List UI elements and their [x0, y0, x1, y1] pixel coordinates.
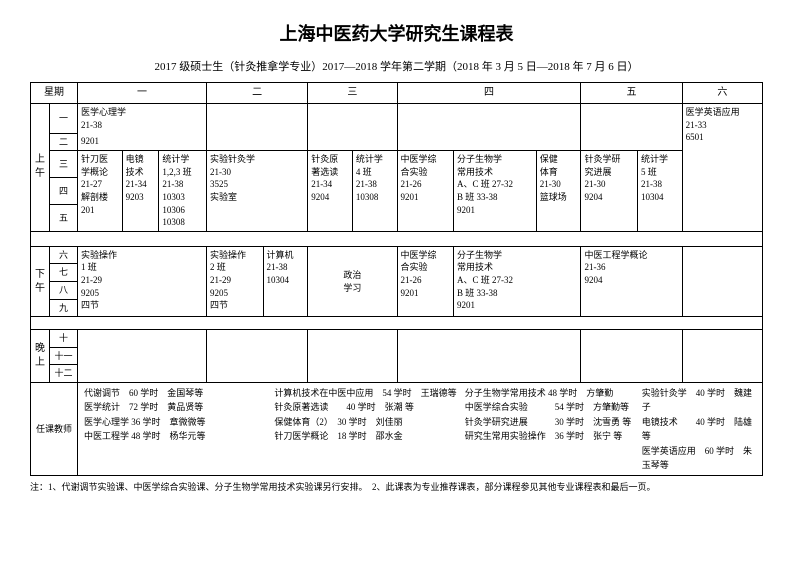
am-tue-a: 实验针灸学 21-30 3525 实验室 [207, 151, 308, 232]
pm-sat-blank [682, 246, 762, 316]
slot-7: 七 [49, 264, 77, 282]
eve-wed [308, 330, 397, 383]
eve-sat [682, 330, 762, 383]
header-weekday: 星期 [31, 83, 78, 104]
am-thu-b: 分子生物学 常用技术 A、C 班 27-32 B 班 33-38 9201 [454, 151, 537, 232]
teachers-col-3: 分子生物学常用技术 48 学时 方肇勤 中医学综合实验 54 学时 方肇勤等 针… [465, 386, 640, 444]
slot-4: 四 [49, 178, 77, 205]
gap-1 [31, 231, 763, 246]
slot-5: 五 [49, 204, 77, 231]
header-thu: 四 [397, 83, 581, 104]
am-thu-blank1 [397, 104, 581, 151]
eve-thu [397, 330, 581, 383]
am-mon-a: 医学心理学 21-38 [77, 104, 206, 134]
footnote: 注：1、代谢调节实验课、中医学综合实验课、分子生物学常用技术实验课另行安排。 2… [30, 480, 763, 493]
pm-thu-a: 中医学综 合实验 21-26 9201 [397, 246, 454, 316]
am-mon-c: 针刀医 学概论 21-27 解剖楼 201 [77, 151, 122, 232]
am-tue-blank1 [207, 104, 308, 151]
header-sat: 六 [682, 83, 762, 104]
pm-thu-b: 分子生物学 常用技术 A、C 班 27-32 B 班 33-38 9201 [454, 246, 581, 316]
slot-3: 三 [49, 151, 77, 178]
header-wed: 三 [308, 83, 397, 104]
am-sat-a: 医学英语应用 21-33 6501 [682, 104, 762, 151]
pm-tue-a: 实验操作 2 班 21-29 9205 四节 [207, 246, 264, 316]
eve-fri [581, 330, 682, 383]
slot-1: 一 [49, 104, 77, 134]
teachers-col-2: 计算机技术在中医中应用 54 学时 王瑞德等 针灸原著选读 40 学时 张潮 等… [274, 386, 462, 444]
eve-mon [77, 330, 206, 383]
teachers-col-4: 实验针灸学 40 学时 魏建子 电镜技术 40 学时 陆雄等 医学英语应用 60… [642, 386, 756, 472]
pm-wed-a: 政治 学习 [308, 246, 397, 316]
header-tue: 二 [207, 83, 308, 104]
schedule-table: 星期 一 二 三 四 五 六 上 午 一 医学心理学 21-38 医学英语应用 … [30, 82, 763, 476]
am-mon-d: 电镜 技术 21-34 9203 [122, 151, 159, 232]
pm-tue-b: 计算机 21-38 10304 [263, 246, 308, 316]
page-subtitle: 2017 级硕士生（针灸推拿学专业）2017—2018 学年第二学期（2018 … [30, 58, 763, 74]
page-title: 上海中医药大学研究生课程表 [30, 20, 763, 46]
am-mon-b: 9201 [77, 133, 206, 151]
period-pm: 下 午 [31, 246, 50, 316]
am-thu-c: 保健 体育 21-30 篮球场 [536, 151, 581, 232]
am-sat-blank [682, 151, 762, 232]
teachers-label: 任课教师 [31, 383, 78, 476]
am-wed-blank1 [308, 104, 397, 151]
slot-10: 十 [49, 330, 77, 348]
am-fri-blank1 [581, 104, 682, 151]
am-mon-e: 统计学 1,2,3 班 21-38 10303 10306 10308 [159, 151, 207, 232]
period-eve: 晚 上 [31, 330, 50, 383]
eve-tue [207, 330, 308, 383]
am-fri-b: 统计学 5 班 21-38 10304 [637, 151, 682, 232]
gap-2 [31, 317, 763, 330]
teachers-cell: 代谢调节 60 学时 金国琴等 医学统计 72 学时 黄品贤等 医学心理学 36… [77, 383, 762, 476]
slot-6: 六 [49, 246, 77, 264]
slot-9: 九 [49, 299, 77, 317]
slot-11: 十一 [49, 347, 77, 365]
header-fri: 五 [581, 83, 682, 104]
am-wed-a: 针灸原 著选读 21-34 9204 [308, 151, 353, 232]
am-fri-a: 针灸学研 究进展 21-30 9204 [581, 151, 638, 232]
am-thu-a: 中医学综 合实验 21-26 9201 [397, 151, 454, 232]
slot-8: 八 [49, 282, 77, 300]
slot-2: 二 [49, 133, 77, 151]
slot-12: 十二 [49, 365, 77, 383]
teachers-col-1: 代谢调节 60 学时 金国琴等 医学统计 72 学时 黄品贤等 医学心理学 36… [84, 386, 272, 444]
pm-fri-a: 中医工程学概论 21-36 9204 [581, 246, 682, 316]
pm-mon-a: 实验操作 1 班 21-29 9205 四节 [77, 246, 206, 316]
am-wed-b: 统计学 4 班 21-38 10308 [352, 151, 397, 232]
header-mon: 一 [77, 83, 206, 104]
period-am: 上 午 [31, 104, 50, 232]
